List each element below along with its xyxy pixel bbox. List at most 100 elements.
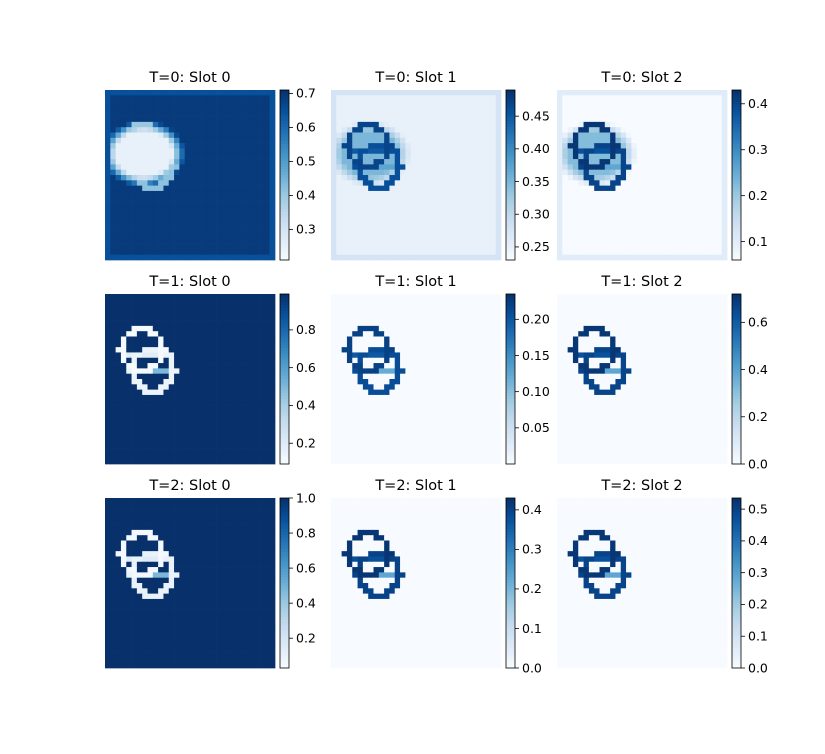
heatmap-cell <box>347 326 353 332</box>
heatmap-cell <box>621 191 627 197</box>
heatmap-cell <box>169 218 175 224</box>
heatmap-cell <box>347 368 353 374</box>
heatmap-cell <box>110 143 116 149</box>
heatmap-cell <box>480 159 486 165</box>
heatmap-cell <box>621 154 627 160</box>
heatmap-cell <box>158 218 164 224</box>
heatmap-cell <box>148 406 154 412</box>
heatmap-cell <box>589 154 595 160</box>
heatmap-cell <box>126 368 132 374</box>
heatmap-cell <box>121 164 127 170</box>
heatmap-cell <box>400 244 406 250</box>
heatmap-cell <box>238 358 244 364</box>
heatmap-cell <box>626 164 632 170</box>
colorbar-segment <box>280 232 289 235</box>
colorbar-segment <box>506 198 515 201</box>
heatmap-cell <box>658 106 664 112</box>
heatmap-cell <box>195 106 201 112</box>
heatmap-cell <box>142 212 148 218</box>
heatmap-cell <box>169 390 175 396</box>
heatmap-cell <box>211 239 217 245</box>
heatmap-cell <box>437 374 443 380</box>
heatmap-cell <box>233 459 239 465</box>
heatmap-cell <box>485 305 491 311</box>
heatmap-cell <box>379 233 385 239</box>
colorbar-segment <box>280 351 289 354</box>
heatmap-cell <box>158 432 164 438</box>
heatmap-cell <box>110 233 116 239</box>
heatmap-cell <box>669 170 675 176</box>
heatmap-cell <box>116 95 122 101</box>
heatmap-cell <box>259 111 265 117</box>
heatmap-cell <box>331 148 337 154</box>
heatmap-cell <box>179 244 185 250</box>
heatmap-cell <box>626 95 632 101</box>
heatmap-cell <box>352 299 358 305</box>
heatmap-cell <box>669 143 675 149</box>
heatmap-cell <box>174 249 180 255</box>
heatmap-cell <box>411 299 417 305</box>
heatmap-cell <box>347 95 353 101</box>
heatmap-cell <box>490 331 496 337</box>
heatmap-cell <box>368 352 374 358</box>
heatmap-cell <box>469 294 475 300</box>
heatmap-cell <box>110 117 116 123</box>
heatmap-cell <box>227 117 233 123</box>
heatmap-cell <box>206 315 212 321</box>
heatmap-cell <box>427 101 433 107</box>
heatmap-cell <box>490 321 496 327</box>
colorbar-segment <box>280 433 289 436</box>
heatmap-cell <box>238 101 244 107</box>
heatmap-cell <box>174 427 180 433</box>
heatmap-cell <box>453 310 459 316</box>
heatmap-cell <box>153 95 159 101</box>
colorbar-segment <box>732 93 741 96</box>
heatmap-cell <box>158 207 164 213</box>
heatmap-cell <box>690 170 696 176</box>
heatmap-cell <box>342 191 348 197</box>
heatmap-cell <box>158 133 164 139</box>
heatmap-cell <box>568 223 574 229</box>
heatmap-cell <box>485 117 491 123</box>
heatmap-cell <box>217 95 223 101</box>
heatmap-cell <box>562 106 568 112</box>
heatmap-cell <box>222 337 228 343</box>
colorbar-segment <box>506 203 515 206</box>
heatmap-cell <box>153 374 159 380</box>
heatmap-cell <box>195 305 201 311</box>
heatmap-cell <box>443 196 449 202</box>
heatmap-cell <box>142 379 148 385</box>
heatmap-cell <box>437 363 443 369</box>
heatmap-cell <box>480 191 486 197</box>
heatmap-cell <box>615 143 621 149</box>
colorbar-segment <box>506 178 515 181</box>
heatmap-cell <box>116 310 122 316</box>
heatmap-cell <box>142 154 148 160</box>
heatmap-cell <box>443 379 449 385</box>
heatmap-cell <box>336 299 342 305</box>
heatmap-cell <box>222 406 228 412</box>
heatmap-cell <box>631 223 637 229</box>
heatmap-cell <box>384 228 390 234</box>
heatmap-cell <box>573 143 579 149</box>
heatmap-cell <box>496 305 502 311</box>
heatmap-cell <box>336 175 342 181</box>
heatmap-cell <box>254 326 260 332</box>
heatmap-cell <box>384 148 390 154</box>
heatmap-cell <box>679 90 685 96</box>
heatmap-cell <box>331 154 337 160</box>
colorbar-segment <box>280 161 289 164</box>
heatmap-cell <box>352 326 358 332</box>
heatmap-cell <box>464 175 470 181</box>
heatmap-cell <box>459 212 465 218</box>
heatmap-cell <box>248 143 254 149</box>
heatmap-cell <box>490 148 496 154</box>
heatmap-cell <box>195 310 201 316</box>
heatmap-cell <box>405 363 411 369</box>
heatmap-cell <box>158 143 164 149</box>
heatmap-cell <box>663 223 669 229</box>
heatmap-cell <box>174 138 180 144</box>
heatmap-cell <box>243 321 249 327</box>
heatmap-cell <box>270 352 276 358</box>
heatmap-cell <box>358 379 364 385</box>
